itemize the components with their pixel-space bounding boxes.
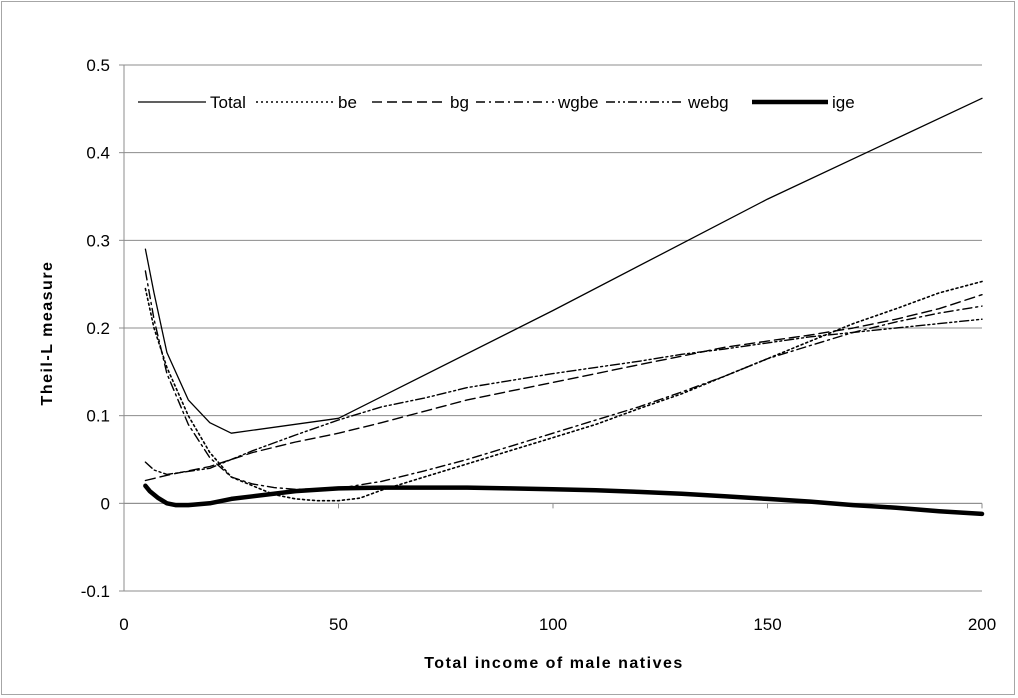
- y-tick-label: 0.5: [86, 56, 110, 75]
- series-line-webg: [144, 318, 983, 476]
- y-axis-title: Theil-L measure: [39, 261, 56, 406]
- y-tick-label: 0.4: [86, 144, 110, 163]
- series-line-ige: [143, 483, 985, 517]
- series-line-Total: [144, 97, 983, 434]
- legend-label-webg: webg: [687, 93, 729, 112]
- series-line-wgbe: [144, 270, 983, 490]
- y-tick-label: 0.2: [86, 319, 110, 338]
- series-lines: [143, 97, 985, 517]
- x-tick-labels: 0 50 100 150 200: [119, 615, 996, 634]
- x-tick-label: 100: [539, 615, 567, 634]
- y-tick-labels: -0.1 0 0.1 0.2 0.3 0.4 0.5: [81, 56, 110, 601]
- x-tick-label: 50: [329, 615, 348, 634]
- legend: Total be bg wgbe webg ige: [138, 93, 855, 112]
- legend-label-wgbe: wgbe: [557, 93, 599, 112]
- x-axis-title: Total income of male natives: [424, 655, 684, 672]
- y-tick-label: 0.1: [86, 407, 110, 426]
- y-tick-label: -0.1: [81, 582, 110, 601]
- legend-label-be: be: [338, 93, 357, 112]
- series-line-bg: [144, 294, 983, 482]
- x-tick-label: 0: [119, 615, 128, 634]
- legend-label-bg: bg: [450, 93, 469, 112]
- x-tick-label: 200: [968, 615, 996, 634]
- series-line-be: [144, 280, 983, 502]
- y-tick-label: 0.3: [86, 231, 110, 250]
- x-tick-label: 150: [753, 615, 781, 634]
- legend-label-ige: ige: [832, 93, 855, 112]
- y-tick-label: 0: [101, 494, 110, 513]
- legend-label-Total: Total: [210, 93, 246, 112]
